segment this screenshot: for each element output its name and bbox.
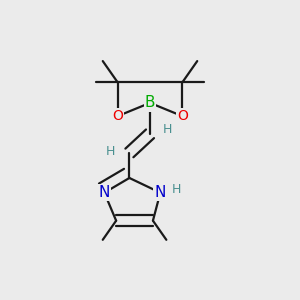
Text: B: B <box>145 95 155 110</box>
Text: O: O <box>177 109 188 123</box>
Text: N: N <box>154 185 166 200</box>
Text: O: O <box>112 109 123 123</box>
Text: H: H <box>106 145 115 158</box>
Text: N: N <box>99 185 110 200</box>
Text: H: H <box>163 123 172 136</box>
Text: H: H <box>172 183 181 196</box>
